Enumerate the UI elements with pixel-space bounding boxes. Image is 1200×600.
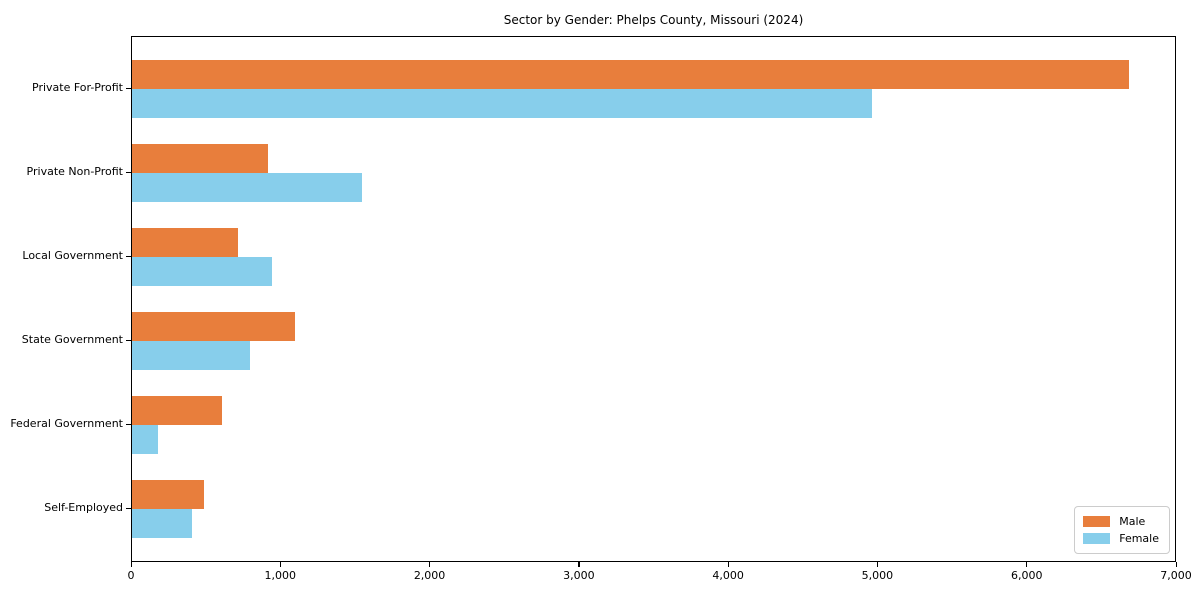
bar-female-0	[132, 89, 873, 118]
legend-item-male: Male	[1083, 513, 1159, 530]
bar-female-1	[132, 173, 362, 202]
bar-female-5	[132, 509, 192, 538]
x-tick-label: 5,000	[861, 569, 894, 582]
bar-female-3	[132, 341, 250, 370]
y-tick-mark	[126, 339, 131, 341]
bar-female-2	[132, 257, 273, 286]
x-tick-label: 2,000	[413, 569, 446, 582]
x-tick-label: 1,000	[264, 569, 297, 582]
x-tick-mark	[429, 562, 431, 567]
legend-item-female: Female	[1083, 530, 1159, 547]
x-tick-label: 0	[127, 569, 135, 582]
y-tick-mark	[126, 423, 131, 425]
y-tick-label: Private For-Profit	[32, 81, 123, 94]
y-tick-label: Local Government	[22, 249, 123, 262]
x-tick-mark	[876, 562, 879, 567]
x-tick-mark	[1026, 562, 1028, 567]
y-tick-mark	[126, 507, 131, 509]
x-tick-mark	[578, 562, 580, 567]
legend-swatch-female	[1083, 533, 1111, 544]
bar-male-1	[132, 144, 268, 173]
bar-male-4	[132, 396, 222, 425]
bar-female-4	[132, 425, 159, 454]
legend-label-female: Female	[1119, 532, 1159, 545]
y-tick-label: Private Non-Profit	[26, 165, 123, 178]
x-tick-label: 7,000	[1160, 569, 1192, 582]
x-tick-label: 4,000	[712, 569, 744, 582]
x-tick-mark	[279, 562, 281, 567]
x-tick-mark	[130, 562, 132, 567]
y-tick-label: State Government	[21, 333, 123, 346]
bar-male-3	[132, 312, 295, 341]
bar-male-0	[132, 60, 1130, 89]
y-tick-mark	[126, 255, 131, 257]
x-tick-label: 3,000	[563, 569, 595, 582]
bar-male-5	[132, 480, 204, 509]
y-tick-mark	[126, 87, 131, 89]
chart-title: Sector by Gender: Phelps County, Missour…	[503, 13, 804, 27]
y-tick-mark	[126, 171, 131, 173]
y-tick-label: Federal Government	[10, 417, 123, 430]
legend: Male Female	[1074, 506, 1170, 554]
x-tick-mark	[1175, 562, 1177, 567]
plot-area: Male Female	[131, 36, 1176, 562]
bar-male-2	[132, 228, 238, 257]
legend-label-male: Male	[1119, 515, 1146, 528]
y-tick-label: Self-Employed	[44, 501, 123, 514]
x-tick-mark	[727, 562, 729, 567]
legend-swatch-male	[1083, 516, 1111, 527]
x-tick-label: 6,000	[1010, 569, 1043, 582]
